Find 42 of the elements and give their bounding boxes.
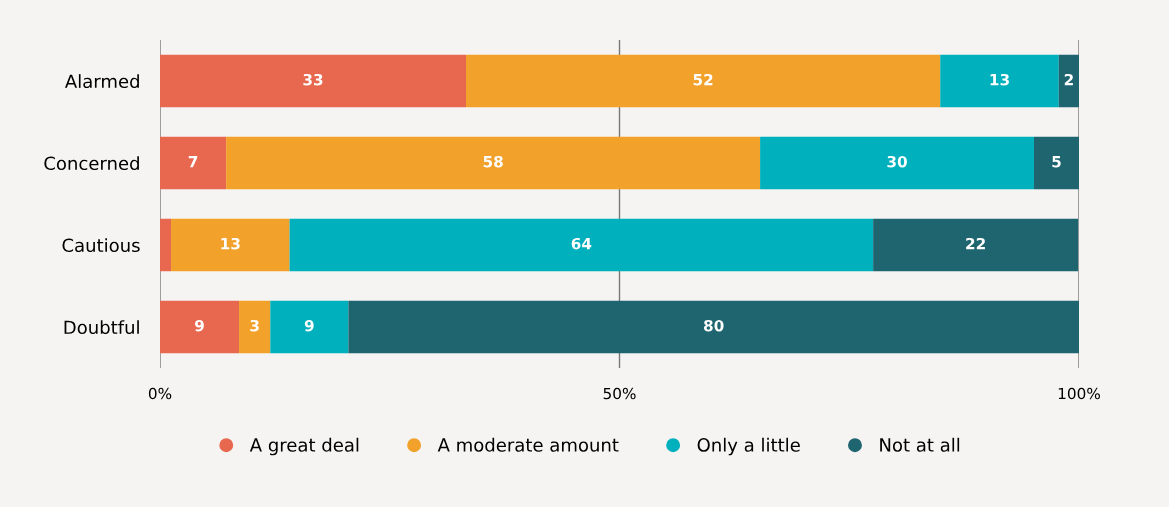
legend-label: A moderate amount [437, 437, 619, 452]
data-label: 64 [571, 237, 592, 250]
bar [160, 218, 172, 272]
x-tick-label: 0% [148, 387, 172, 400]
data-label: 80 [704, 319, 724, 332]
data-label: 30 [887, 155, 907, 168]
y-tick-label: Alarmed [65, 74, 139, 89]
bar [873, 218, 1079, 272]
data-label: 58 [483, 155, 503, 168]
bar [160, 136, 227, 190]
data-label: 52 [693, 73, 713, 86]
bar [226, 136, 761, 190]
data-label: 13 [990, 73, 1009, 86]
bar [160, 300, 240, 354]
bar [1058, 54, 1079, 108]
bar [760, 136, 1034, 190]
y-tick-label: Doubtful [64, 320, 139, 335]
data-label: 3 [250, 319, 259, 332]
x-tick-label: 50% [603, 387, 636, 400]
y-tick-label: Cautious [62, 238, 140, 253]
data-label: 2 [1064, 73, 1073, 86]
legend-label: Not at all [880, 437, 960, 452]
legend-label: A great deal [249, 437, 359, 456]
data-label: 9 [194, 319, 204, 332]
data-label: 5 [1052, 156, 1061, 168]
data-label: 7 [188, 156, 198, 168]
x-tick-label: 100% [1058, 387, 1100, 400]
y-tick-label: Concerned [44, 156, 139, 171]
bar [1033, 136, 1079, 190]
bar [171, 218, 290, 272]
bar [466, 54, 941, 108]
bar [239, 300, 271, 354]
bar [160, 54, 467, 108]
bar [289, 218, 874, 272]
bar [270, 300, 349, 354]
bar [348, 300, 1079, 354]
data-label: 13 [221, 237, 240, 250]
legend-label: Only a little [697, 437, 800, 456]
bar [940, 54, 1059, 108]
data-label: 22 [966, 237, 985, 250]
data-label: 9 [304, 319, 314, 332]
data-label: 33 [303, 73, 323, 86]
